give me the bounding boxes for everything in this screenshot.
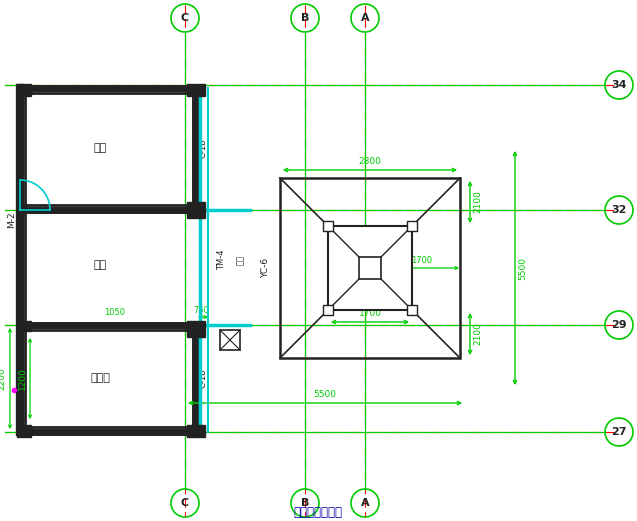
Bar — [17, 321, 31, 331]
Text: 客厅: 客厅 — [94, 260, 106, 270]
Bar — [407, 221, 417, 231]
Text: 34: 34 — [612, 80, 627, 90]
Bar — [328, 226, 412, 310]
Text: 32: 32 — [612, 205, 627, 215]
Text: 1700: 1700 — [412, 256, 433, 265]
Text: 1200: 1200 — [18, 367, 27, 390]
Text: 塔吊基础平面图: 塔吊基础平面图 — [294, 506, 343, 519]
Text: YC-6: YC-6 — [262, 258, 271, 278]
Bar — [280, 178, 460, 358]
Bar — [187, 425, 205, 437]
Text: 27: 27 — [612, 427, 627, 437]
Text: C-1b: C-1b — [199, 138, 208, 158]
Text: C: C — [181, 13, 189, 23]
Text: M-2: M-2 — [8, 212, 17, 228]
Bar — [187, 321, 205, 337]
Text: 220: 220 — [336, 256, 352, 265]
Bar — [220, 330, 240, 350]
Text: 卧室: 卧室 — [94, 143, 106, 153]
Bar — [187, 202, 205, 218]
Text: C-1b: C-1b — [199, 368, 208, 388]
Text: TM-4: TM-4 — [217, 250, 227, 270]
Bar — [323, 221, 333, 231]
Text: B: B — [301, 498, 309, 508]
Text: A: A — [361, 13, 369, 23]
Text: 750: 750 — [194, 306, 210, 315]
Text: A: A — [361, 498, 369, 508]
Text: 主卧室: 主卧室 — [90, 373, 110, 383]
Text: 29: 29 — [611, 320, 627, 330]
Bar — [359, 257, 381, 279]
Text: 5500: 5500 — [518, 256, 527, 279]
Text: 1050: 1050 — [104, 308, 125, 317]
Text: 180: 180 — [362, 256, 378, 265]
Bar — [407, 305, 417, 315]
Bar — [17, 425, 31, 437]
Text: 5500: 5500 — [313, 390, 336, 399]
Bar — [187, 84, 205, 96]
Bar — [17, 84, 31, 96]
Text: 2800: 2800 — [359, 157, 382, 166]
Text: B: B — [301, 13, 309, 23]
Text: C: C — [181, 498, 189, 508]
Text: 阳台: 阳台 — [236, 255, 245, 265]
Bar — [323, 305, 333, 315]
Text: 1700: 1700 — [359, 309, 382, 318]
Text: 2100: 2100 — [473, 191, 482, 214]
Text: 2200: 2200 — [0, 367, 6, 390]
Text: 2100: 2100 — [473, 322, 482, 345]
